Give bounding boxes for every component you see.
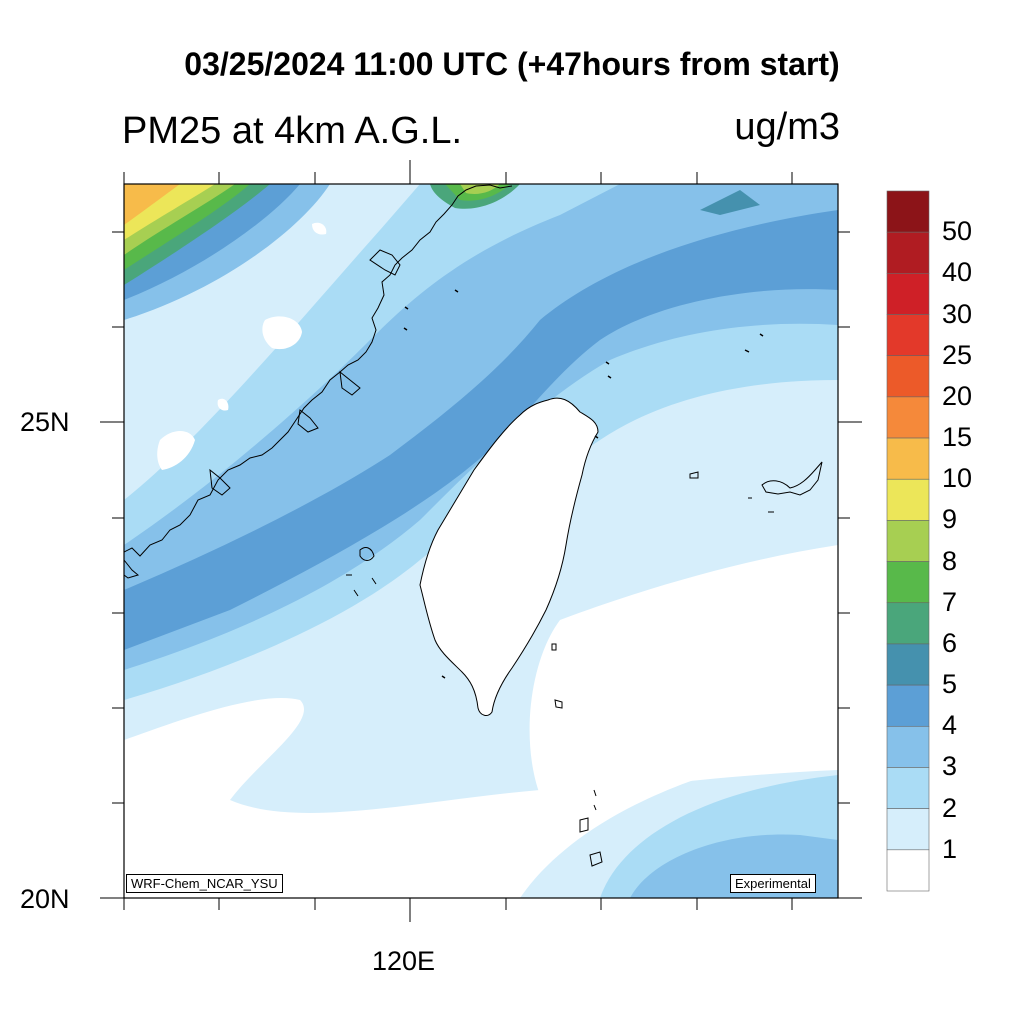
- colorbar-tick-label: 4: [942, 710, 958, 741]
- colorbar-tick-label: 50: [942, 216, 973, 247]
- field-white-patch-2: [157, 431, 195, 470]
- small-dots: [403, 289, 764, 679]
- colorbar-swatch: [886, 190, 930, 233]
- lat-label-20n: 20N: [20, 884, 70, 914]
- colorbar-swatch: [886, 725, 930, 768]
- colorbar-swatch: [886, 602, 930, 645]
- lon-label-120e: 120E: [372, 946, 436, 976]
- colorbar-tick-label: 40: [942, 257, 973, 288]
- colorbar-tick-label: 10: [942, 463, 973, 494]
- penghu-islands: [346, 547, 377, 597]
- variable-subtitle: PM25 at 4km A.G.L.: [122, 110, 463, 152]
- colorbar-tick-label: 25: [942, 339, 973, 370]
- batanes-islands: [579, 789, 603, 867]
- axis-ticks: [100, 160, 862, 922]
- colorbar-tick-label: 1: [942, 833, 958, 864]
- ryukyu-islands: [689, 461, 823, 513]
- colorbar-tick-label: 6: [942, 627, 958, 658]
- pm25-field: [124, 184, 838, 898]
- colorbar-swatch: [886, 478, 930, 521]
- field-north-patch-8: [460, 184, 500, 194]
- field-white-patch-3: [312, 222, 327, 235]
- colorbar-tick-label: 9: [942, 504, 958, 535]
- colorbar-tick-label: 15: [942, 422, 973, 453]
- colorbar-swatch: [886, 231, 930, 274]
- field-white-patch-4: [217, 398, 229, 411]
- map-title: 03/25/2024 11:00 UTC (+47hours from star…: [184, 46, 840, 82]
- colorbar-swatch: [886, 396, 930, 439]
- status-credit: Experimental: [730, 874, 816, 893]
- colorbar-swatch: [886, 355, 930, 398]
- field-nw-level-10: [124, 184, 180, 225]
- china-coastline: [124, 184, 513, 557]
- colorbar-tick-label: 20: [942, 380, 973, 411]
- colorbar-tick-label: 2: [942, 792, 958, 823]
- field-white-east: [529, 545, 838, 795]
- taiwan-island: [419, 397, 599, 716]
- colorbar-swatch: [886, 520, 930, 562]
- lat-label-25n: 25N: [20, 407, 70, 437]
- field-white-patch-1: [262, 316, 302, 350]
- colorbar-swatch: [886, 849, 930, 892]
- units-label: ug/m3: [734, 106, 840, 148]
- colorbar-swatch: [886, 643, 930, 686]
- colorbar-tick-label: 7: [942, 586, 958, 617]
- orchid-island: [554, 699, 563, 709]
- china-coast-detail: [209, 249, 401, 496]
- colorbar-tick-label: 8: [942, 545, 958, 576]
- model-credit: WRF-Chem_NCAR_YSU: [126, 874, 283, 893]
- colorbar-swatch: [886, 561, 930, 604]
- colorbar-swatch: [886, 684, 930, 727]
- colorbar-swatch: [886, 808, 930, 851]
- colorbar-tick-label: 30: [942, 298, 973, 329]
- china-coast-west: [124, 559, 140, 579]
- field-level-4: [124, 210, 838, 650]
- colorbar-tick-label: 3: [942, 751, 958, 782]
- colorbar-swatch: [886, 273, 930, 315]
- map-frame: [123, 183, 839, 899]
- colorbar-swatch: [886, 437, 930, 480]
- colorbar-swatch: [886, 767, 930, 809]
- colorbar-swatch: [886, 314, 930, 357]
- field-level-5-patch: [700, 190, 760, 215]
- colorbar: [886, 190, 930, 892]
- colorbar-tick-label: 5: [942, 669, 958, 700]
- green-island: [551, 643, 557, 651]
